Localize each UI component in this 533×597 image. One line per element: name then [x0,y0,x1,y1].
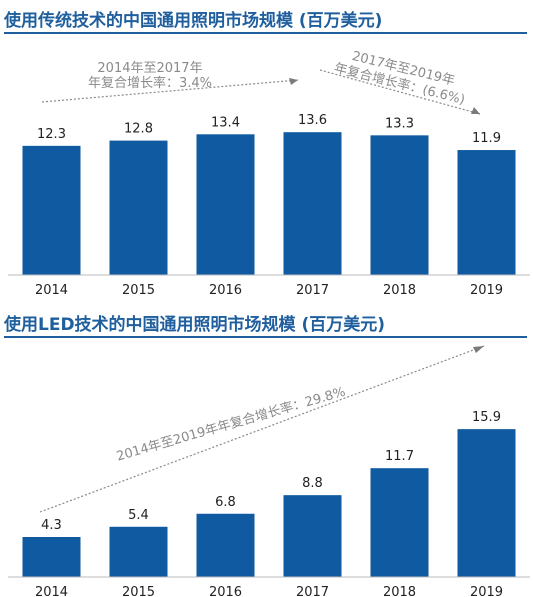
value-label-2017: 8.8 [302,476,323,491]
arrowhead-icon [471,107,480,114]
value-label-2017: 13.6 [298,113,327,128]
tick-label-2015: 2015 [122,585,155,597]
tick-label-2018: 2018 [383,585,416,597]
trend-arrow-2014-2017 [41,79,299,103]
chart-panel-led: 使用LED技术的中国通用照明市场规模 (百万美元) 4.3 5.4 6.8 8.8 11… [0,310,533,597]
tick-label-2018: 2018 [383,283,416,298]
value-label-2019: 15.9 [472,410,501,425]
value-label-2018: 13.3 [385,116,414,131]
bar-2019 [457,150,516,275]
value-label-2014: 12.3 [37,127,66,142]
chart-title-traditional: 使用传统技术的中国通用照明市场规模 (百万美元) [4,11,383,31]
bar-2016 [196,513,255,577]
bar-2014 [22,145,81,275]
tick-label-2015: 2015 [122,283,155,298]
bar-2017 [283,132,342,275]
bar-2014 [22,537,81,577]
tick-label-2014: 2014 [35,585,68,597]
chart-panel-traditional: 使用传统技术的中国通用照明市场规模 (百万美元) 12.3 12.8 13.4 13.… [0,6,533,298]
value-label-2016: 13.4 [211,115,240,130]
value-label-2014: 4.3 [41,518,62,533]
chart-led: 4.35.46.88.811.715.9 2014 2015 2016 2017 201… [8,345,530,597]
tick-label-2019: 2019 [470,585,503,597]
tick-label-2019: 2019 [470,283,503,298]
tick-label-2014: 2014 [35,283,68,298]
value-label-2015: 5.4 [128,508,149,523]
bars-group [22,132,516,275]
tick-label-2016: 2016 [209,585,242,597]
value-label-2015: 12.8 [124,122,153,137]
bars-group [22,429,516,577]
title-underline [4,336,527,338]
value-label-2016: 6.8 [215,495,236,510]
bar-2017 [283,495,342,577]
bar-2019 [457,429,516,577]
trend-arrow-2014-2019 [39,345,485,513]
value-label-2019: 11.9 [472,131,501,146]
arrowhead-icon [289,78,298,85]
tick-label-2016: 2016 [209,283,242,298]
chart-title-led: 使用LED技术的中国通用照明市场规模 (百万美元) [4,315,386,335]
tick-labels-group: 2014 2015 2016 2017 2018 2019 [35,585,503,597]
value-label-2018: 11.7 [385,449,414,464]
chart-traditional: 12.3 12.8 13.4 13.6 13.311.9 2014 2015 2016 201… [8,49,530,298]
annotation-cagr-2014-2019: 2014年至2019年年复合增长率：29.8% [115,384,348,465]
annotation-cagr-2014-2017-line2: 年复合增长率：3.4% [88,75,212,91]
annotation-cagr-2014-2017-line1: 2014年至2017年 [97,61,202,76]
title-underline [4,32,527,34]
bar-2018 [370,135,429,275]
tick-labels-group: 2014 2015 2016 2017 2018 2019 [35,283,503,298]
bar-2015 [109,140,168,275]
annotation-cagr-2017-2019: 2017年至2019年 年复合增长率：(6.6%) [332,49,466,108]
tick-label-2017: 2017 [296,585,329,597]
arrowhead-icon [473,346,484,353]
tick-label-2017: 2017 [296,283,329,298]
value-labels-group: 4.3 5.4 6.8 8.8 11.7 15.9 [41,410,501,533]
bar-2018 [370,468,429,577]
value-labels-group: 12.3 12.8 13.4 13.6 13.3 11.9 [37,113,501,146]
bar-2016 [196,134,255,275]
bar-2015 [109,526,168,577]
